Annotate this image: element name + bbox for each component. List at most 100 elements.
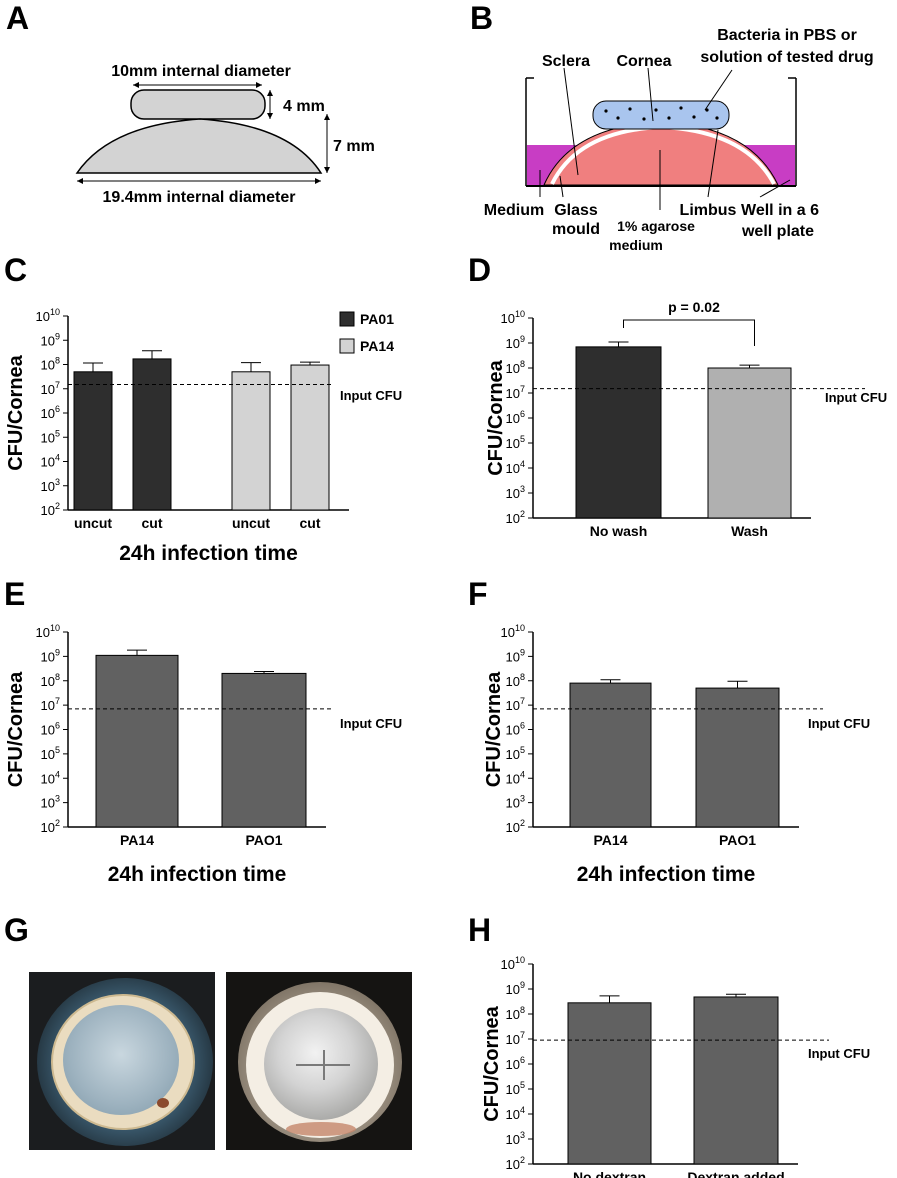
bacteria-label-line2: solution of tested drug <box>700 49 873 66</box>
y-tick-label: 1010 <box>36 623 60 640</box>
panel-letter-g: G <box>4 912 29 948</box>
bar <box>290 364 330 511</box>
y-tick-label: 1010 <box>501 309 525 326</box>
bar <box>693 996 779 1165</box>
panel-letter-a: A <box>6 0 30 36</box>
legend-label: PA01 <box>360 311 394 327</box>
arrowhead <box>77 178 83 184</box>
chart-h: 102 103 104 105 106 107 108 109 1010 CFU/Cornea No… <box>481 955 870 1178</box>
legend-label: PA14 <box>360 338 394 354</box>
bacteria-drop <box>592 100 730 130</box>
mould-dome <box>75 118 323 174</box>
y-tick-label: 108 <box>506 1005 525 1022</box>
x-axis-label: 24h infection time <box>577 863 756 886</box>
cut-line <box>323 1050 325 1080</box>
mould-schematic: 10mm internal diameter 4 mm 7 mm 19.4mm … <box>75 63 375 206</box>
chart-e: 102 103 104 105 106 107 108 109 1010 CFU/Cornea PA… <box>5 623 402 886</box>
panel-letter-e: E <box>4 576 26 612</box>
y-tick-label: 109 <box>506 980 525 997</box>
bacteria-label-line1: Bacteria in PBS or <box>717 27 857 44</box>
x-axis-label: 24h infection time <box>108 863 287 886</box>
x-tick-label: Dextran added <box>687 1169 784 1178</box>
well-label-line1: Well in a 6 <box>741 202 819 219</box>
input-cfu-label: Input CFU <box>808 1046 870 1061</box>
x-tick-label: uncut <box>232 515 270 531</box>
tissue-tint <box>286 1122 356 1136</box>
x-tick-label: uncut <box>74 515 112 531</box>
mould-top-cylinder <box>130 89 266 120</box>
arrowhead <box>133 82 139 88</box>
significance-label: p = 0.02 <box>668 299 720 315</box>
y-tick-label: 106 <box>506 409 525 426</box>
bar <box>221 672 307 828</box>
y-tick-label: 104 <box>41 453 60 470</box>
y-tick-label: 104 <box>41 769 60 786</box>
y-tick-label: 1010 <box>36 307 60 324</box>
chart-c: 102 103 104 105 106 107 108 109 1010 CFU/Cornea un… <box>5 307 402 565</box>
y-tick-label: 109 <box>506 334 525 351</box>
panel-letter-c: C <box>4 252 28 288</box>
y-tick-label: 102 <box>506 818 525 835</box>
y-tick-label: 108 <box>41 356 60 373</box>
arrowhead <box>315 178 321 184</box>
x-tick-label: PA14 <box>120 832 154 848</box>
y-tick-label: 103 <box>506 484 525 501</box>
bar <box>73 371 113 511</box>
y-tick-label: 107 <box>506 1030 525 1047</box>
arrowhead <box>324 114 330 120</box>
bar <box>575 346 662 519</box>
cornea-label: Cornea <box>616 53 671 70</box>
y-tick-label: 104 <box>506 769 525 786</box>
x-tick-label: No dextran <box>573 1169 646 1178</box>
panel-letter-d: D <box>468 252 492 288</box>
y-tick-label: 1010 <box>501 623 525 640</box>
y-tick-label: 1010 <box>501 955 525 972</box>
y-tick-label: 103 <box>41 794 60 811</box>
y-tick-label: 105 <box>506 745 525 762</box>
y-tick-label: 108 <box>506 672 525 689</box>
input-cfu-label: Input CFU <box>340 388 402 403</box>
mould-bottom-diameter-label: 19.4mm internal diameter <box>103 189 296 206</box>
y-axis-label: CFU/Cornea <box>5 354 27 470</box>
y-tick-label: 107 <box>506 384 525 401</box>
x-tick-label: cut <box>142 515 163 531</box>
panel-letter-f: F <box>468 576 488 612</box>
arrowhead <box>324 167 330 173</box>
x-tick-label: PAO1 <box>245 832 282 848</box>
y-tick-label: 106 <box>41 721 60 738</box>
glass-mould-label-line1: Glass <box>554 202 598 219</box>
cornea <box>63 1005 179 1115</box>
y-tick-label: 104 <box>506 1105 525 1122</box>
panel-letter-h: H <box>468 912 492 948</box>
y-tick-label: 106 <box>41 404 60 421</box>
arrowhead <box>267 113 273 119</box>
input-cfu-label: Input CFU <box>825 390 887 405</box>
x-tick-label: No wash <box>590 523 648 539</box>
x-tick-label: cut <box>300 515 321 531</box>
y-tick-label: 109 <box>41 647 60 664</box>
bar <box>95 654 179 828</box>
x-tick-label: PA14 <box>594 832 628 848</box>
x-axis-label: 24h infection time <box>119 542 298 565</box>
y-tick-label: 105 <box>41 428 60 445</box>
y-tick-label: 102 <box>41 818 60 835</box>
bacteria-dots <box>604 106 719 121</box>
y-axis-label: CFU/Cornea <box>483 671 505 787</box>
y-tick-label: 102 <box>506 1155 525 1172</box>
y-tick-label: 107 <box>41 696 60 713</box>
legend-swatch <box>339 311 355 327</box>
y-tick-label: 102 <box>506 509 525 526</box>
bar <box>567 1002 652 1165</box>
x-tick-label: PAO1 <box>719 832 756 848</box>
y-tick-label: 104 <box>506 459 525 476</box>
agarose-label-line2: medium <box>609 237 663 253</box>
arrowhead <box>267 90 273 96</box>
chart-f: 102 103 104 105 106 107 108 109 1010 CFU/Cornea PA… <box>483 623 870 886</box>
limbus-label: Limbus <box>680 202 737 219</box>
cornea-photo-1 <box>29 972 215 1150</box>
bar <box>132 358 172 511</box>
medium-label: Medium <box>484 202 544 219</box>
ex-vivo-model-schematic: Sclera Cornea Bacteria in PBS or solutio… <box>484 27 874 253</box>
bar <box>707 367 792 519</box>
y-axis-label: CFU/Cornea <box>481 1005 503 1121</box>
